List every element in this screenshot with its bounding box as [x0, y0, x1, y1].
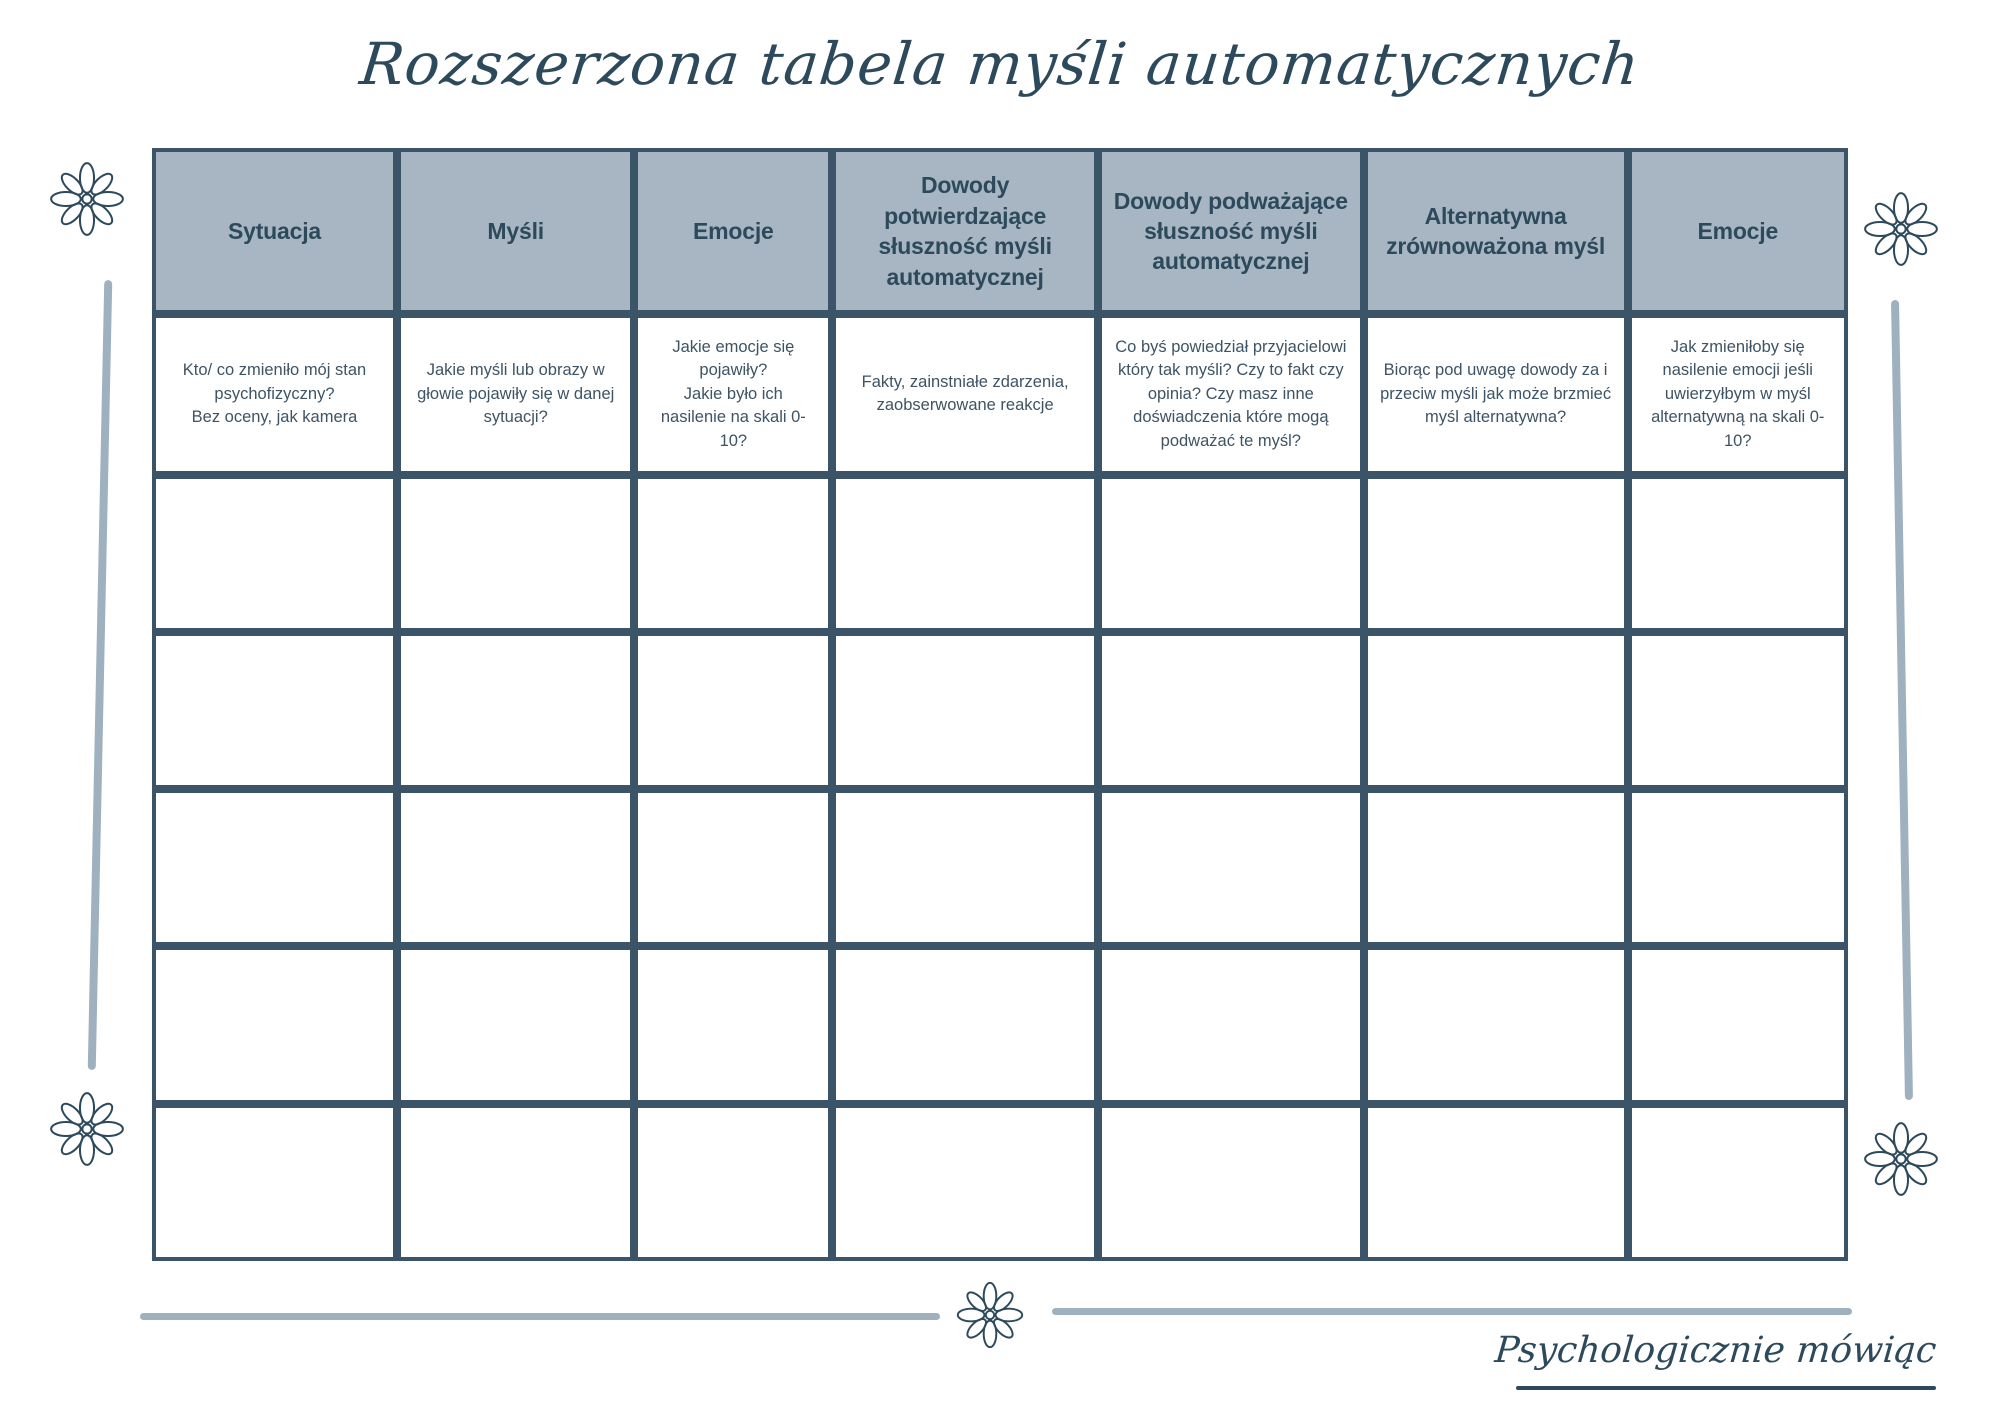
entry-cell[interactable]: [396, 789, 635, 947]
flower-icon: [1862, 1120, 1940, 1198]
entry-cell[interactable]: [1363, 946, 1628, 1104]
entry-cell[interactable]: [152, 1103, 397, 1261]
entry-cell[interactable]: [1363, 1103, 1628, 1261]
entry-cell[interactable]: [396, 946, 635, 1104]
column-header-mysli: Myśli: [396, 148, 635, 315]
table-header-row: Sytuacja Myśli Emocje Dowody potwierdzaj…: [152, 148, 1848, 315]
flower-icon: [48, 160, 126, 238]
entry-cell[interactable]: [634, 1103, 833, 1261]
entry-cell[interactable]: [396, 631, 635, 790]
column-hint-dowody-podwazajace: Co byś powiedział przyjacielowi który ta…: [1097, 314, 1364, 475]
entry-cell[interactable]: [1627, 1103, 1848, 1261]
table-row: [152, 789, 1848, 947]
bottom-left-rule: [140, 1313, 940, 1320]
entry-cell[interactable]: [634, 631, 833, 790]
flower-icon: [955, 1280, 1025, 1350]
entry-cell[interactable]: [152, 789, 397, 947]
table-hint-row: Kto/ co zmieniło mój stan psychofizyczny…: [152, 314, 1848, 475]
thought-record-table: Sytuacja Myśli Emocje Dowody potwierdzaj…: [152, 148, 1848, 1261]
bottom-right-rule: [1052, 1308, 1852, 1315]
table-row: [152, 474, 1848, 632]
left-vertical-stroke: [87, 280, 113, 1070]
entry-cell[interactable]: [634, 946, 833, 1104]
entry-cell[interactable]: [634, 474, 833, 632]
entry-cell[interactable]: [1097, 631, 1364, 790]
column-hint-sytuacja: Kto/ co zmieniło mój stan psychofizyczny…: [152, 314, 397, 475]
column-hint-emocje-2: Jak zmieniłoby się nasilenie emocji jeśl…: [1627, 314, 1848, 475]
entry-cell[interactable]: [1627, 789, 1848, 947]
entry-cell[interactable]: [152, 474, 397, 632]
column-header-emocje: Emocje: [634, 148, 833, 315]
brand-signature: Psychologicznie mówiąc: [1493, 1330, 1938, 1371]
column-header-alternatywna-mysl: Alternatywna zrównoważona myśl: [1363, 148, 1628, 315]
entry-cell[interactable]: [1627, 474, 1848, 632]
flower-icon: [1862, 190, 1940, 268]
page-title: Rozszerzona tabela myśli automatycznych: [356, 30, 1644, 98]
entry-cell[interactable]: [396, 474, 635, 632]
entry-cell[interactable]: [1627, 631, 1848, 790]
table-row: [152, 946, 1848, 1104]
table-row: [152, 631, 1848, 790]
column-header-dowody-potwierdzajace: Dowody potwierdzające słuszność myśli au…: [832, 148, 1098, 315]
column-header-sytuacja: Sytuacja: [152, 148, 397, 315]
column-hint-emocje: Jakie emocje się pojawiły? Jakie było ich…: [634, 314, 833, 475]
entry-cell[interactable]: [634, 789, 833, 947]
column-hint-dowody-potwierdzajace: Fakty, zainstniałe zdarzenia, zaobserwow…: [832, 314, 1098, 475]
entry-cell[interactable]: [152, 946, 397, 1104]
entry-cell[interactable]: [832, 946, 1098, 1104]
entry-cell[interactable]: [832, 789, 1098, 947]
column-header-dowody-podwazajace: Dowody podważające słuszność myśli autom…: [1097, 148, 1364, 315]
entry-cell[interactable]: [832, 474, 1098, 632]
right-vertical-stroke: [1891, 299, 1913, 1101]
entry-cell[interactable]: [1097, 474, 1364, 632]
entry-cell[interactable]: [1363, 631, 1628, 790]
entry-cell[interactable]: [1363, 474, 1628, 632]
entry-cell[interactable]: [832, 1103, 1098, 1261]
entry-cell[interactable]: [1363, 789, 1628, 947]
entry-cell[interactable]: [832, 631, 1098, 790]
entry-cell[interactable]: [1097, 946, 1364, 1104]
signature-underline: [1516, 1386, 1936, 1390]
entry-cell[interactable]: [152, 631, 397, 790]
entry-cell[interactable]: [1627, 946, 1848, 1104]
entry-cell[interactable]: [396, 1103, 635, 1261]
column-hint-alternatywna-mysl: Biorąc pod uwagę dowody za i przeciw myś…: [1363, 314, 1628, 475]
flower-icon: [48, 1090, 126, 1168]
column-hint-mysli: Jakie myśli lub obrazy w głowie pojawiły…: [396, 314, 635, 475]
table-row: [152, 1103, 1848, 1261]
entry-cell[interactable]: [1097, 1103, 1364, 1261]
entry-cell[interactable]: [1097, 789, 1364, 947]
column-header-emocje-2: Emocje: [1627, 148, 1848, 315]
